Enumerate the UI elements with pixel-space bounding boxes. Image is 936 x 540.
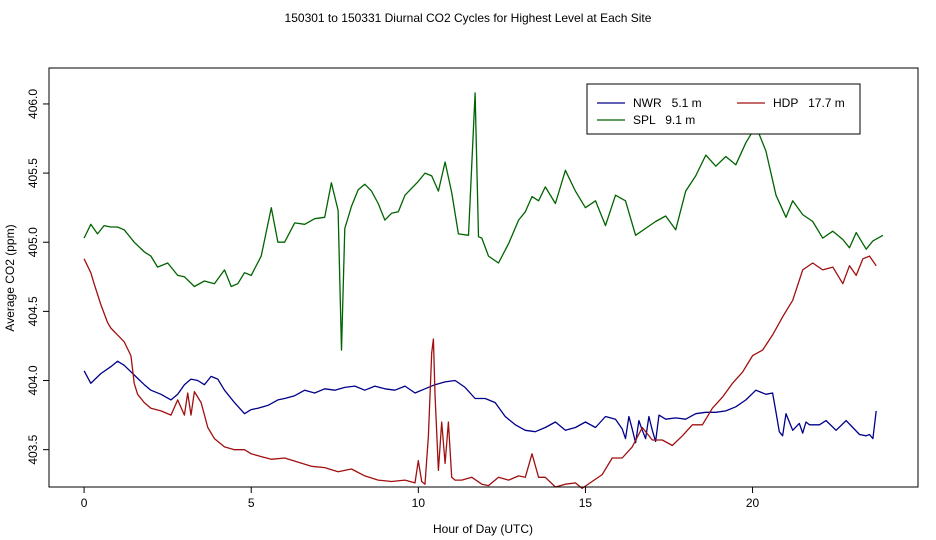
series-line-0 bbox=[83, 360, 877, 444]
y-axis-label: Average CO2 (ppm) bbox=[3, 224, 17, 331]
y-tick-label: 404.5 bbox=[26, 296, 40, 326]
legend-label: SPL 9.1 m bbox=[633, 113, 695, 127]
y-tick-label: 404.0 bbox=[26, 365, 40, 395]
series-line-2 bbox=[83, 92, 884, 351]
legend-label: NWR 5.1 m bbox=[633, 96, 702, 110]
x-tick-label: 20 bbox=[746, 496, 760, 510]
series-layer bbox=[83, 92, 884, 490]
y-tick-label: 405.0 bbox=[26, 227, 40, 257]
x-axis: 0 5 10 15 20 bbox=[81, 486, 760, 510]
y-tick-label: 405.5 bbox=[26, 158, 40, 188]
chart-title: 150301 to 150331 Diurnal CO2 Cycles for … bbox=[285, 11, 652, 25]
x-tick-label: 0 bbox=[81, 496, 88, 510]
series-line-1 bbox=[83, 255, 877, 490]
y-tick-label: 406.0 bbox=[26, 89, 40, 119]
x-tick-label: 10 bbox=[412, 496, 426, 510]
legend-label: HDP 17.7 m bbox=[773, 96, 845, 110]
y-axis: 403.5 404.0 404.5 405.0 405.5 406.0 bbox=[26, 89, 50, 465]
legend-box bbox=[586, 83, 861, 135]
x-tick-label: 5 bbox=[248, 496, 255, 510]
x-tick-label: 15 bbox=[579, 496, 593, 510]
y-tick-label: 403.5 bbox=[26, 434, 40, 464]
legend: NWR 5.1 m HDP 17.7 m SPL 9.1 m bbox=[586, 83, 861, 135]
x-axis-label: Hour of Day (UTC) bbox=[433, 522, 533, 536]
